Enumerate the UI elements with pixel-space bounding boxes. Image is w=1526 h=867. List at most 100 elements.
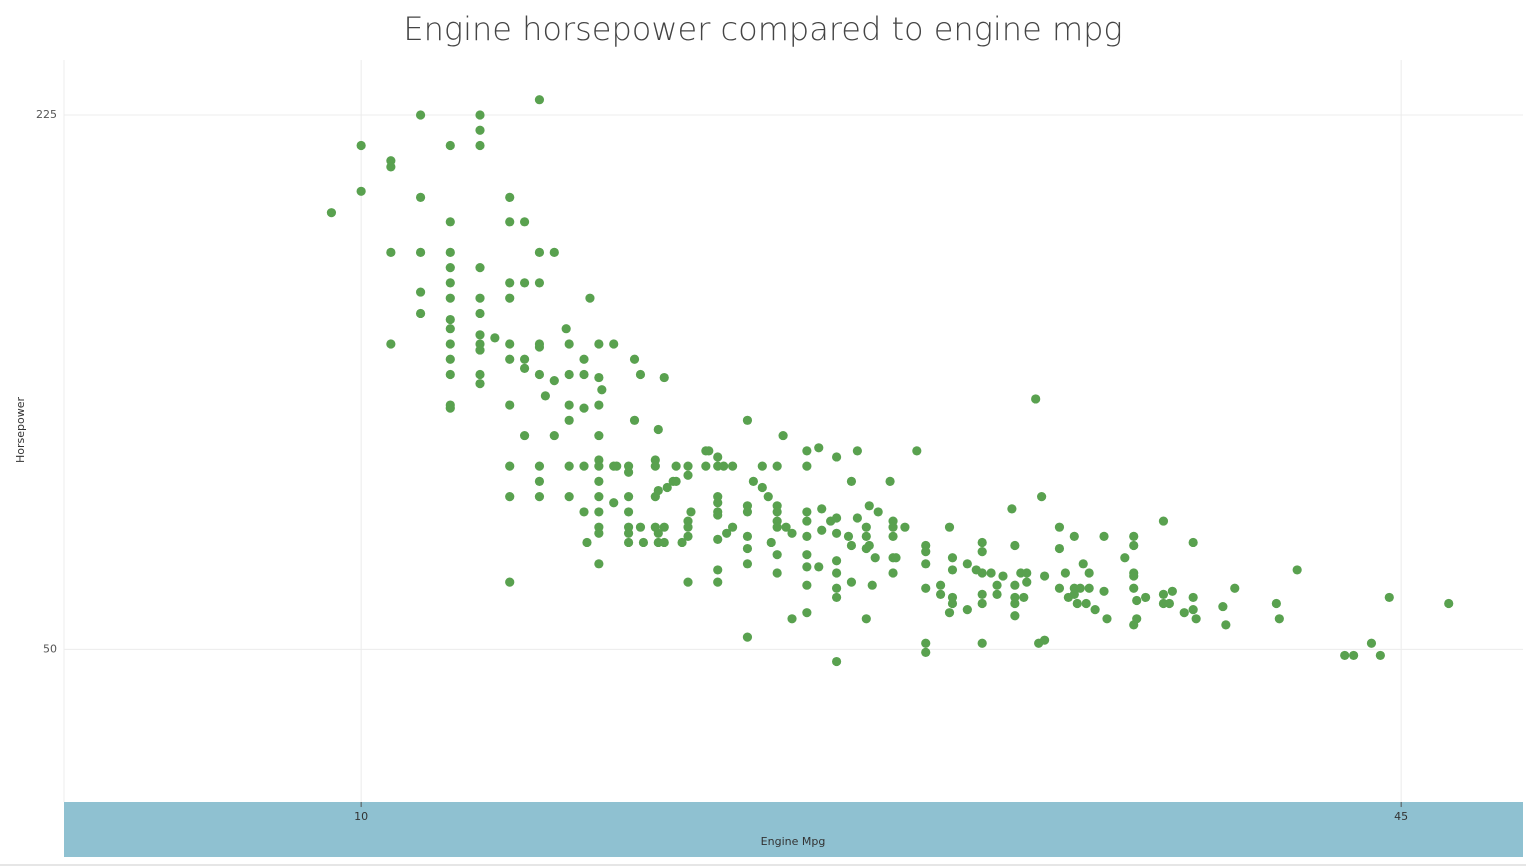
- point: [831, 583, 842, 593]
- point: [549, 247, 559, 257]
- point: [638, 537, 649, 548]
- point: [659, 522, 669, 532]
- point: [505, 293, 515, 303]
- point: [852, 446, 862, 456]
- point: [846, 476, 857, 486]
- point: [1010, 580, 1020, 590]
- point: [757, 482, 767, 493]
- point: [579, 354, 589, 364]
- point: [921, 559, 931, 569]
- point: [683, 577, 693, 587]
- point: [534, 278, 545, 288]
- point: [864, 501, 874, 511]
- point: [888, 522, 898, 532]
- point: [1039, 571, 1050, 581]
- point: [540, 391, 550, 401]
- x-tick-label: 45: [1394, 810, 1408, 823]
- point: [1054, 522, 1065, 532]
- y-tick-label: 50: [43, 642, 57, 655]
- point: [701, 461, 711, 471]
- point: [992, 589, 1002, 599]
- point: [992, 580, 1002, 590]
- point: [1129, 583, 1139, 593]
- point: [505, 192, 515, 203]
- point: [713, 452, 723, 462]
- point: [445, 263, 455, 273]
- point: [861, 531, 871, 541]
- point: [1090, 605, 1100, 615]
- point: [1010, 540, 1020, 551]
- point: [356, 140, 366, 151]
- point: [519, 363, 530, 374]
- point: [748, 476, 758, 486]
- point: [935, 580, 946, 590]
- point: [653, 485, 663, 496]
- point: [1010, 611, 1020, 621]
- point: [505, 354, 515, 364]
- point: [519, 354, 530, 364]
- point: [635, 369, 646, 380]
- point: [817, 504, 827, 514]
- point: [1191, 614, 1201, 624]
- point: [445, 324, 455, 334]
- point: [445, 354, 455, 364]
- point: [846, 540, 857, 551]
- point: [659, 372, 669, 383]
- point: [594, 507, 604, 517]
- point: [802, 550, 812, 560]
- chart-title: Engine horsepower compared to engine mpg: [403, 10, 1122, 48]
- point: [662, 482, 672, 493]
- point: [1164, 598, 1174, 609]
- point: [1188, 592, 1198, 603]
- point: [505, 339, 515, 349]
- point: [549, 430, 559, 441]
- point: [1007, 504, 1017, 514]
- point: [1218, 601, 1228, 612]
- point: [713, 534, 723, 544]
- point: [864, 540, 874, 551]
- point: [594, 559, 604, 569]
- point: [1102, 614, 1112, 624]
- point: [944, 522, 955, 532]
- point: [519, 430, 530, 441]
- point: [921, 583, 931, 593]
- x-tick-label: 10: [354, 810, 368, 823]
- point: [445, 217, 455, 227]
- point: [475, 125, 485, 135]
- point: [1078, 559, 1088, 569]
- point: [852, 513, 862, 523]
- point: [594, 372, 604, 383]
- point: [921, 647, 931, 657]
- point: [1039, 635, 1050, 645]
- point: [1444, 598, 1454, 609]
- point: [802, 507, 812, 517]
- point: [594, 400, 604, 410]
- point: [885, 476, 895, 486]
- point: [831, 592, 842, 603]
- point: [505, 400, 515, 410]
- point: [1340, 650, 1350, 661]
- point: [831, 656, 842, 667]
- point: [1129, 571, 1139, 581]
- point: [802, 461, 812, 471]
- point: [1099, 586, 1109, 596]
- point: [579, 461, 589, 471]
- point: [1019, 592, 1029, 603]
- point: [579, 507, 589, 517]
- point: [475, 263, 485, 273]
- y-tick-label: 225: [36, 108, 57, 121]
- point: [585, 293, 595, 303]
- point: [1084, 568, 1094, 578]
- point: [671, 461, 681, 471]
- y-axis-label: Horsepower: [14, 397, 27, 463]
- point: [831, 452, 842, 462]
- point: [912, 446, 922, 456]
- point: [415, 192, 426, 203]
- point: [861, 522, 871, 532]
- point: [977, 537, 987, 548]
- point: [814, 562, 824, 572]
- point: [1081, 598, 1091, 609]
- point: [713, 510, 723, 520]
- point: [831, 513, 842, 523]
